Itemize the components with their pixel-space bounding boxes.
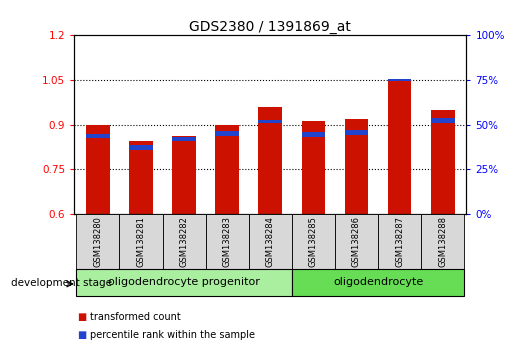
Text: ■: ■: [77, 312, 86, 322]
Bar: [292, 214, 335, 269]
Title: GDS2380 / 1391869_at: GDS2380 / 1391869_at: [189, 21, 351, 34]
Text: oligodendrocyte: oligodendrocyte: [333, 277, 423, 287]
Bar: [259, 120, 282, 123]
Bar: [335, 214, 378, 269]
Text: GSM138283: GSM138283: [223, 216, 232, 267]
Bar: [76, 214, 119, 269]
Bar: [344, 119, 368, 214]
Bar: [129, 141, 153, 214]
Text: GSM138286: GSM138286: [352, 216, 361, 267]
Text: development stage: development stage: [11, 278, 112, 288]
Bar: [378, 214, 421, 269]
Bar: [388, 80, 411, 214]
Text: GSM138285: GSM138285: [309, 216, 318, 267]
Bar: [172, 137, 196, 141]
Text: ■: ■: [77, 330, 86, 340]
Bar: [421, 214, 464, 269]
Bar: [431, 110, 455, 214]
Bar: [172, 136, 196, 214]
Text: GSM138281: GSM138281: [137, 216, 146, 267]
Bar: [302, 121, 325, 214]
Bar: [215, 131, 239, 136]
Bar: [302, 132, 325, 137]
Bar: [431, 118, 455, 123]
Bar: [119, 214, 163, 269]
Bar: [163, 214, 206, 269]
Text: GSM138284: GSM138284: [266, 216, 275, 267]
Bar: [215, 125, 239, 214]
Bar: [206, 214, 249, 269]
Bar: [388, 80, 411, 81]
Text: GSM138282: GSM138282: [180, 216, 189, 267]
Bar: [86, 134, 110, 138]
Text: GSM138280: GSM138280: [93, 216, 102, 267]
Bar: [76, 269, 292, 296]
Bar: [259, 107, 282, 214]
Bar: [292, 269, 464, 296]
Bar: [249, 214, 292, 269]
Text: percentile rank within the sample: percentile rank within the sample: [90, 330, 255, 340]
Text: GSM138287: GSM138287: [395, 216, 404, 267]
Text: oligodendrocyte progenitor: oligodendrocyte progenitor: [108, 277, 260, 287]
Bar: [86, 125, 110, 214]
Bar: [344, 130, 368, 135]
Text: GSM138288: GSM138288: [438, 216, 447, 267]
Text: transformed count: transformed count: [90, 312, 181, 322]
Bar: [129, 145, 153, 150]
